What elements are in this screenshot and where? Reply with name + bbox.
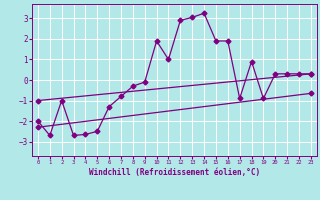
X-axis label: Windchill (Refroidissement éolien,°C): Windchill (Refroidissement éolien,°C) (89, 168, 260, 177)
